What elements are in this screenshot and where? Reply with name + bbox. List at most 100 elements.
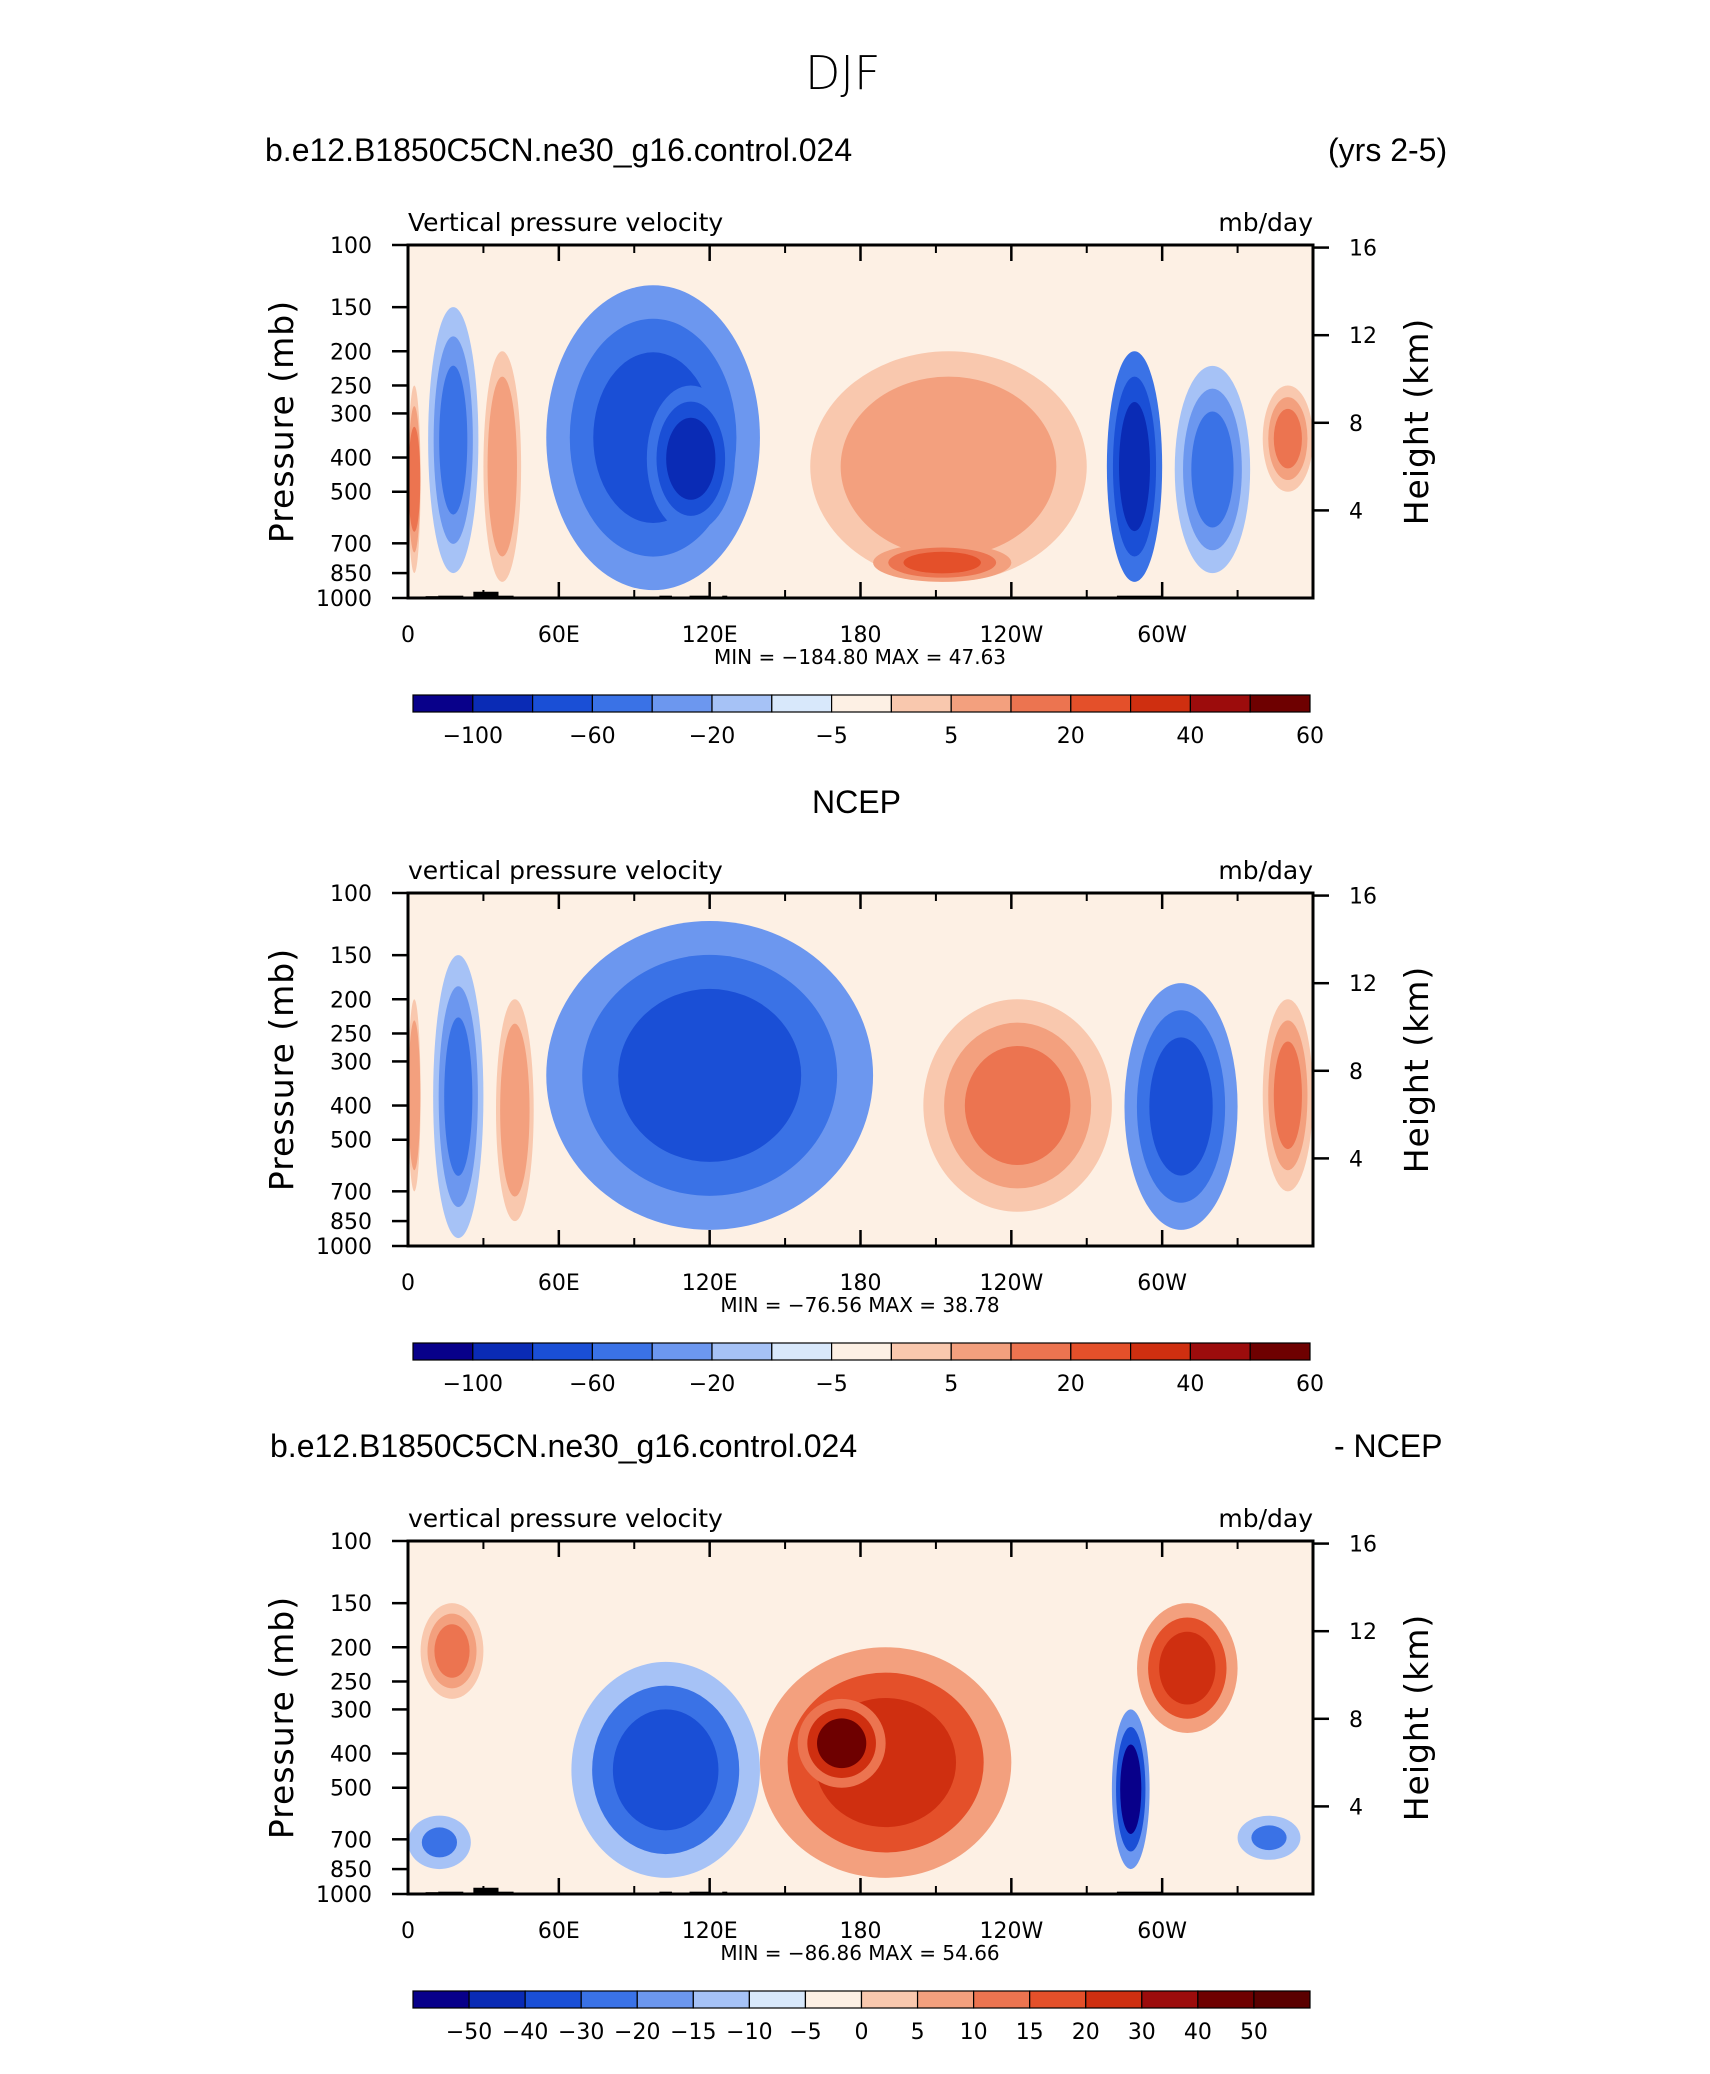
colorbar-box — [412, 1990, 470, 2009]
colorbar-box — [651, 1342, 713, 1361]
colorbar-box — [1249, 694, 1311, 713]
pressure-tick-label: 1000 — [316, 587, 372, 612]
contour-band — [1120, 1744, 1142, 1834]
contour-band — [612, 1709, 719, 1831]
colorbar-label: 5 — [911, 2020, 925, 2045]
colorbar-box — [830, 1342, 892, 1361]
colorbar-box — [748, 1990, 807, 2009]
contour-band — [504, 1048, 526, 1173]
lon-tick-label: 60W — [1137, 1271, 1187, 1296]
colorbar-label: 20 — [1072, 2020, 1100, 2045]
height-tick-label: 12 — [1349, 324, 1377, 349]
pressure-tick-label: 700 — [330, 1828, 372, 1853]
lon-tick-label: 180 — [840, 623, 882, 648]
colorbar-label: −60 — [569, 1372, 615, 1397]
height-tick-label: 4 — [1349, 1147, 1363, 1172]
height-tick-label: 8 — [1349, 1060, 1363, 1085]
panel-3-right-string: - NCEP — [1334, 1428, 1443, 1464]
y-axis-label-left: Pressure (mb) — [262, 300, 301, 543]
colorbar-box — [591, 1342, 653, 1361]
colorbar-box — [973, 1990, 1031, 2009]
colorbar-label: 60 — [1296, 1372, 1324, 1397]
lon-tick-label: 120W — [979, 1919, 1043, 1944]
contour-band — [903, 551, 981, 574]
contour-band — [871, 401, 1026, 532]
contour-band — [1149, 1037, 1213, 1176]
lon-tick-label: 120E — [682, 1271, 738, 1296]
colorbar-box — [890, 1342, 952, 1361]
lon-tick-label: 0 — [401, 1271, 415, 1296]
contour-band — [618, 988, 802, 1162]
pressure-tick-label: 200 — [330, 1636, 372, 1661]
colorbar-box — [1189, 694, 1251, 713]
contour-band — [439, 365, 468, 515]
contour-band — [434, 1624, 470, 1678]
height-tick-label: 16 — [1349, 237, 1377, 262]
contour-field — [408, 285, 1313, 591]
panel-1-right-string: (yrs 2-5) — [1328, 132, 1448, 168]
pressure-tick-label: 150 — [330, 296, 372, 321]
pressure-tick-label: 850 — [330, 562, 372, 587]
pressure-tick-label: 250 — [330, 374, 372, 399]
colorbar-label: −30 — [558, 2020, 604, 2045]
colorbar-box — [531, 1342, 593, 1361]
pressure-tick-label: 1000 — [316, 1883, 372, 1908]
variable-label: vertical pressure velocity — [408, 1504, 723, 1533]
colorbar-box — [1085, 1990, 1143, 2009]
contour-field — [408, 1603, 1301, 1878]
colorbar-box — [1189, 1342, 1251, 1361]
colorbar: −100 −60 −20 −5 5 20 40 60 — [412, 694, 1324, 749]
height-tick-label: 16 — [1349, 885, 1377, 910]
pressure-tick-label: 100 — [330, 1530, 372, 1555]
colorbar-label: −20 — [614, 2020, 660, 2045]
colorbar-box — [591, 694, 653, 713]
colorbar-box — [692, 1990, 750, 2009]
contour-band — [491, 401, 513, 532]
units-label: mb/day — [1218, 856, 1313, 885]
min-max-text: MIN = −76.56 MAX = 38.78 — [720, 1293, 999, 1317]
y-axis-label-left: Pressure (mb) — [262, 1596, 301, 1839]
contour-band — [666, 417, 716, 500]
colorbar-box — [1129, 1342, 1191, 1361]
height-tick-label: 16 — [1349, 1533, 1377, 1558]
colorbar: −100 −60 −20 −5 5 20 40 60 — [412, 1342, 1324, 1397]
colorbar: −50 −40 −30 −20 −15 −10 −5 0 5 10 15 20 30 40 50 — [412, 1990, 1311, 2045]
lon-tick-label: 60E — [538, 1271, 580, 1296]
pressure-tick-label: 850 — [330, 1210, 372, 1235]
units-label: mb/day — [1218, 1504, 1313, 1533]
colorbar-box — [916, 1990, 975, 2009]
colorbar-label: −20 — [689, 1372, 735, 1397]
colorbar-box — [412, 694, 474, 713]
colorbar-box — [711, 694, 773, 713]
colorbar-label: 5 — [944, 724, 958, 749]
contour-band — [1119, 401, 1150, 532]
colorbar-box — [1070, 1342, 1132, 1361]
colorbar-box — [950, 1342, 1012, 1361]
colorbar-box — [711, 1342, 773, 1361]
pressure-tick-label: 150 — [330, 944, 372, 969]
colorbar-label: −5 — [815, 724, 847, 749]
colorbar-label: 60 — [1296, 724, 1324, 749]
lon-tick-label: 60E — [538, 1919, 580, 1944]
lon-tick-label: 120W — [979, 623, 1043, 648]
colorbar-label: 50 — [1240, 2020, 1268, 2045]
pressure-tick-label: 400 — [330, 1743, 372, 1768]
contour-band — [1273, 408, 1302, 469]
pressure-tick-label: 100 — [330, 882, 372, 907]
colorbar-box — [1029, 1990, 1087, 2009]
variable-label: Vertical pressure velocity — [408, 208, 723, 237]
colorbar-box — [636, 1990, 694, 2009]
colorbar-box — [1249, 1342, 1311, 1361]
lon-tick-label: 120W — [979, 1271, 1043, 1296]
y-axis-label-right: Height (km) — [1397, 966, 1436, 1174]
colorbar-box — [472, 1342, 534, 1361]
colorbar-box — [531, 694, 593, 713]
topography-block — [473, 591, 499, 598]
pressure-tick-label: 150 — [330, 1592, 372, 1617]
colorbar-label: −60 — [569, 724, 615, 749]
height-tick-label: 4 — [1349, 499, 1363, 524]
colorbar-box — [771, 1342, 833, 1361]
pressure-tick-label: 300 — [330, 1050, 372, 1075]
y-axis-label-left: Pressure (mb) — [262, 948, 301, 1191]
colorbar-label: −15 — [670, 2020, 716, 2045]
